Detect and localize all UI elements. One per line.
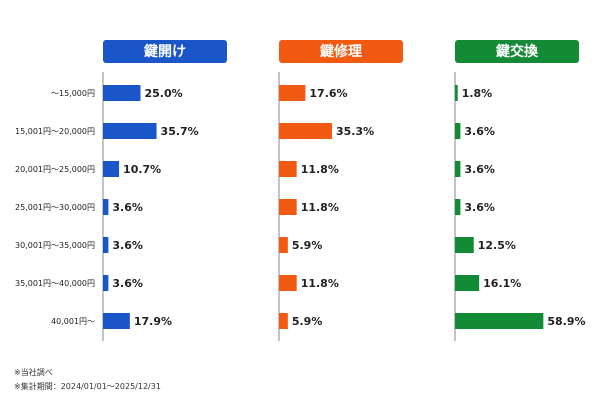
data-label: 1.8% xyxy=(462,87,493,100)
category-label: 35,001円～40,000円 xyxy=(15,279,95,288)
bar xyxy=(103,275,109,291)
data-label: 10.7% xyxy=(123,163,161,176)
data-label: 17.9% xyxy=(134,315,172,328)
data-label: 16.1% xyxy=(483,277,521,290)
series-header xyxy=(279,40,403,63)
data-label: 3.6% xyxy=(112,277,143,290)
category-label: 25,001円～30,000円 xyxy=(15,203,95,212)
category-label: 30,001円～35,000円 xyxy=(15,241,95,250)
category-label: ～15,000円 xyxy=(51,89,95,98)
category-label: 40,001円～ xyxy=(51,317,95,326)
bar xyxy=(279,161,297,177)
category-label: 20,001円～25,000円 xyxy=(15,165,95,174)
bar xyxy=(455,161,461,177)
data-label: 25.0% xyxy=(145,87,183,100)
data-label: 3.6% xyxy=(112,201,143,214)
series-name: 鍵開け xyxy=(144,43,186,60)
bar xyxy=(455,313,544,329)
bar xyxy=(455,237,474,253)
bar xyxy=(279,199,297,215)
category-label: 15,001円～20,000円 xyxy=(15,127,95,136)
bar xyxy=(103,199,109,215)
bar xyxy=(455,275,480,291)
notes: ※当社調べ ※集計期間：2024/01/01～2025/12/31 xyxy=(14,366,161,394)
bar xyxy=(103,161,120,177)
data-label: 3.6% xyxy=(464,125,495,138)
data-label: 3.6% xyxy=(464,201,495,214)
note-source: ※当社調べ xyxy=(14,368,53,377)
bar xyxy=(279,85,306,101)
bar xyxy=(103,313,130,329)
bar xyxy=(103,85,141,101)
data-label: 17.6% xyxy=(309,87,347,100)
bar xyxy=(455,199,461,215)
bar xyxy=(279,275,297,291)
bar xyxy=(455,123,461,139)
bar xyxy=(455,85,458,101)
series-name: 鍵修理 xyxy=(320,43,362,60)
series-name: 鍵交換 xyxy=(496,43,539,60)
data-label: 5.9% xyxy=(292,315,323,328)
data-label: 12.5% xyxy=(478,239,516,252)
data-label: 3.6% xyxy=(112,239,143,252)
bar xyxy=(103,123,157,139)
bar xyxy=(279,237,288,253)
series-header xyxy=(455,40,579,63)
data-label: 11.8% xyxy=(301,277,339,290)
data-label: 3.6% xyxy=(464,163,495,176)
series-header xyxy=(103,40,227,63)
data-label: 35.3% xyxy=(336,125,374,138)
data-label: 35.7% xyxy=(161,125,199,138)
note-period: ※集計期間：2024/01/01～2025/12/31 xyxy=(14,382,161,391)
data-label: 58.9% xyxy=(547,315,585,328)
bar xyxy=(279,313,288,329)
data-label: 11.8% xyxy=(301,201,339,214)
bar xyxy=(103,237,109,253)
data-label: 5.9% xyxy=(292,239,323,252)
bar xyxy=(279,123,332,139)
data-label: 11.8% xyxy=(301,163,339,176)
